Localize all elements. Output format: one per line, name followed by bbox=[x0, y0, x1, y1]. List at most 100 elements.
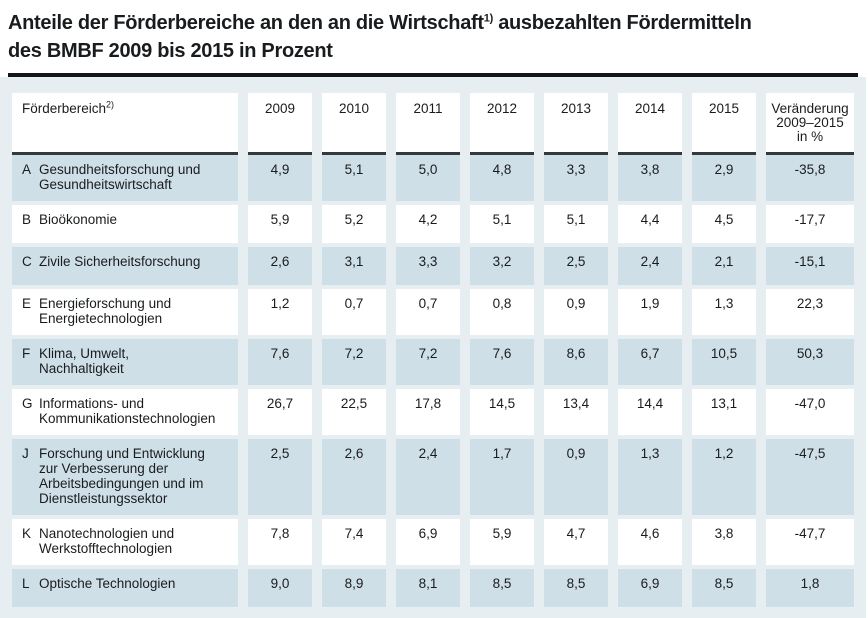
funding-table: Förderbereich2) 2009 2010 2011 2012 2013 2014… bbox=[0, 77, 866, 618]
change-cell: -47,5 bbox=[766, 439, 854, 515]
forderbereich-label: Zivile Sicherheitsforschung bbox=[39, 254, 201, 269]
table-row: A Gesundheitsforschung und Gesundheitswi… bbox=[12, 155, 854, 201]
value-cell-2009: 2,6 bbox=[248, 247, 312, 285]
value-cell-2011: 4,2 bbox=[396, 205, 460, 243]
forderbereich-letter: C bbox=[22, 254, 32, 269]
value-cell-2013: 0,9 bbox=[544, 439, 608, 515]
forderbereich-cell: L Optische Technologien bbox=[12, 569, 238, 607]
forderbereich-label: Gesundheitsforschung und Gesundheitswirt… bbox=[39, 162, 201, 192]
value-cell-2014: 1,3 bbox=[618, 439, 682, 515]
value-cell-2010: 0,7 bbox=[322, 289, 386, 335]
value-cell-2011: 6,9 bbox=[396, 519, 460, 565]
value-cell-2014: 4,6 bbox=[618, 519, 682, 565]
forderbereich-cell: F Klima, Umwelt, Nachhaltigkeit bbox=[12, 339, 238, 385]
change-cell: -35,8 bbox=[766, 155, 854, 201]
value-cell-2010: 5,2 bbox=[322, 205, 386, 243]
table-row: L Optische Technologien 9,0 8,9 8,1 8,5 8,5 6… bbox=[12, 569, 854, 607]
forderbereich-letter: B bbox=[22, 212, 32, 227]
value-cell-2009: 26,7 bbox=[248, 389, 312, 435]
forderbereich-letter: K bbox=[22, 526, 32, 541]
value-cell-2010: 8,9 bbox=[322, 569, 386, 607]
value-cell-2012: 0,8 bbox=[470, 289, 534, 335]
forderbereich-cell: C Zivile Sicherheitsforschung bbox=[12, 247, 238, 285]
forderbereich-label: Klima, Umwelt, Nachhaltigkeit bbox=[39, 346, 130, 376]
table-row: J Forschung und Entwicklung zur Verbesse… bbox=[12, 439, 854, 515]
table-row: B Bioökonomie 5,9 5,2 4,2 5,1 5,1 4,4 4,5 -17,7 bbox=[12, 205, 854, 243]
value-cell-2014: 6,7 bbox=[618, 339, 682, 385]
forderbereich-label: Informations- und Kommunikationstechnolo… bbox=[39, 396, 216, 426]
forderbereich-cell: K Nanotechnologien und Werkstofftechnolo… bbox=[12, 519, 238, 565]
value-cell-2013: 0,9 bbox=[544, 289, 608, 335]
forderbereich-label: Nanotechnologien und Werkstofftechnologi… bbox=[39, 526, 175, 556]
forderbereich-letter: L bbox=[22, 576, 30, 591]
footnote-marker-1: 1) bbox=[483, 12, 493, 25]
value-cell-2015: 3,8 bbox=[692, 519, 756, 565]
forderbereich-letter: F bbox=[22, 346, 31, 361]
value-cell-2015: 1,3 bbox=[692, 289, 756, 335]
value-cell-2015: 10,5 bbox=[692, 339, 756, 385]
value-cell-2012: 5,9 bbox=[470, 519, 534, 565]
value-cell-2011: 2,4 bbox=[396, 439, 460, 515]
value-cell-2009: 5,9 bbox=[248, 205, 312, 243]
change-cell: -15,1 bbox=[766, 247, 854, 285]
value-cell-2012: 1,7 bbox=[470, 439, 534, 515]
forderbereich-label: Bioökonomie bbox=[39, 212, 118, 227]
forderbereich-letter: A bbox=[22, 162, 32, 177]
title-divider-rule bbox=[8, 73, 858, 77]
forderbereich-letter: E bbox=[22, 296, 32, 311]
title-text-continued: ausbezahlten Fördermitteln bbox=[492, 12, 752, 34]
table-row: C Zivile Sicherheitsforschung 2,6 3,1 3,3 3… bbox=[12, 247, 854, 285]
value-cell-2013: 3,3 bbox=[544, 155, 608, 201]
change-cell: -47,0 bbox=[766, 389, 854, 435]
value-cell-2010: 3,1 bbox=[322, 247, 386, 285]
forderbereich-cell: A Gesundheitsforschung und Gesundheitswi… bbox=[12, 155, 238, 201]
header-year-2013: 2013 bbox=[544, 93, 608, 155]
table-body: A Gesundheitsforschung und Gesundheitswi… bbox=[12, 155, 854, 607]
title-text: Anteile der Förderbereiche an den an die… bbox=[8, 12, 484, 34]
value-cell-2009: 9,0 bbox=[248, 569, 312, 607]
forderbereich-cell: E Energieforschung und Energietechnologi… bbox=[12, 289, 238, 335]
forderbereich-letter: J bbox=[22, 446, 29, 461]
forderbereich-cell: G Informations- und Kommunikationstechno… bbox=[12, 389, 238, 435]
value-cell-2013: 8,5 bbox=[544, 569, 608, 607]
value-cell-2012: 14,5 bbox=[470, 389, 534, 435]
change-cell: 1,8 bbox=[766, 569, 854, 607]
table-row: G Informations- und Kommunikationstechno… bbox=[12, 389, 854, 435]
value-cell-2013: 5,1 bbox=[544, 205, 608, 243]
value-cell-2009: 7,6 bbox=[248, 339, 312, 385]
header-year-2014: 2014 bbox=[618, 93, 682, 155]
value-cell-2014: 3,8 bbox=[618, 155, 682, 201]
value-cell-2013: 2,5 bbox=[544, 247, 608, 285]
value-cell-2010: 7,2 bbox=[322, 339, 386, 385]
value-cell-2012: 5,1 bbox=[470, 205, 534, 243]
value-cell-2011: 3,3 bbox=[396, 247, 460, 285]
value-cell-2014: 2,4 bbox=[618, 247, 682, 285]
value-cell-2015: 8,5 bbox=[692, 569, 756, 607]
header-year-2012: 2012 bbox=[470, 93, 534, 155]
value-cell-2011: 5,0 bbox=[396, 155, 460, 201]
change-cell: -47,7 bbox=[766, 519, 854, 565]
forderbereich-label: Forschung und Entwicklung zur Verbesseru… bbox=[39, 446, 205, 506]
value-cell-2015: 2,1 bbox=[692, 247, 756, 285]
header-year-2015: 2015 bbox=[692, 93, 756, 155]
value-cell-2009: 1,2 bbox=[248, 289, 312, 335]
value-cell-2009: 4,9 bbox=[248, 155, 312, 201]
title-line-1: Anteile der Förderbereiche an den an die… bbox=[8, 9, 858, 37]
page-title: Anteile der Förderbereiche an den an die… bbox=[0, 0, 868, 73]
table-row: F Klima, Umwelt, Nachhaltigkeit 7,6 7,2 7,… bbox=[12, 339, 854, 385]
change-cell: -17,7 bbox=[766, 205, 854, 243]
table-row: K Nanotechnologien und Werkstofftechnolo… bbox=[12, 519, 854, 565]
footnote-marker-2: 2) bbox=[106, 99, 115, 110]
value-cell-2012: 8,5 bbox=[470, 569, 534, 607]
value-cell-2013: 13,4 bbox=[544, 389, 608, 435]
value-cell-2010: 22,5 bbox=[322, 389, 386, 435]
value-cell-2009: 2,5 bbox=[248, 439, 312, 515]
change-cell: 50,3 bbox=[766, 339, 854, 385]
value-cell-2010: 7,4 bbox=[322, 519, 386, 565]
value-cell-2011: 0,7 bbox=[396, 289, 460, 335]
header-year-2010: 2010 bbox=[322, 93, 386, 155]
value-cell-2011: 17,8 bbox=[396, 389, 460, 435]
value-cell-2015: 1,2 bbox=[692, 439, 756, 515]
value-cell-2012: 7,6 bbox=[470, 339, 534, 385]
header-forderbereich-label: Förderbereich bbox=[22, 101, 107, 116]
